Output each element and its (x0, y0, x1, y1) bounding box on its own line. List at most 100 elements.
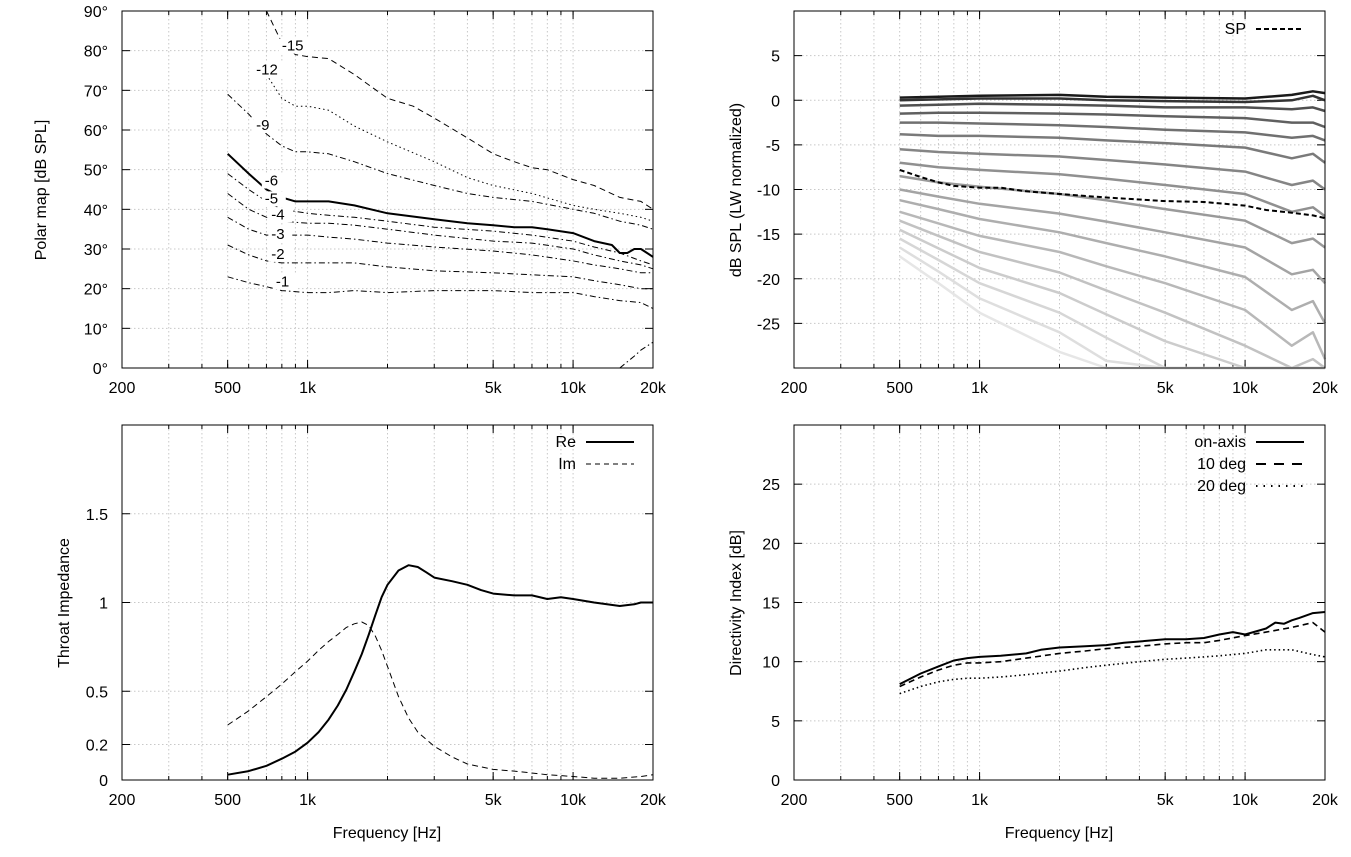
spl-frame (793, 10, 1326, 369)
spl-series-0-deg (899, 90, 1326, 100)
polar-ytick-label: 50° (84, 163, 108, 180)
polar-ytick-label: 90° (84, 4, 108, 21)
spl-ytick-label: -25 (757, 316, 780, 333)
impedance-frame (121, 424, 654, 781)
spl-series-20-deg (899, 102, 1326, 113)
polar-map-frame (121, 10, 654, 369)
impedance-xtick-label: 20k (640, 792, 667, 809)
polar-map-ylabel: Polar map [dB SPL] (33, 120, 50, 261)
impedance-ytick-label: 0.5 (86, 684, 108, 701)
polar-ytick-label: 30° (84, 242, 108, 259)
impedance-ytick-label: 1.5 (86, 507, 108, 524)
polar-ytick-label: 70° (84, 83, 108, 100)
polar-ytick-label: 0° (93, 361, 108, 378)
spl-series-120-deg (899, 219, 1326, 370)
spl-ylabel: dB SPL (LW normalized) (728, 103, 745, 277)
polar-series-9 (227, 93, 654, 230)
polar-xtick-label: 500 (214, 380, 241, 397)
spl-series-70-deg (899, 161, 1326, 218)
polar-xtick-label: 5k (485, 380, 503, 397)
directivity-ytick-label: 0 (771, 773, 780, 790)
impedance-ylabel: Throat Impedance (56, 538, 73, 668)
spl-ytick-label: -20 (757, 272, 780, 289)
directivity-ytick-label: 15 (762, 596, 780, 613)
impedance-xtick-label: 200 (109, 792, 136, 809)
impedance-xlabel: Frequency [Hz] (333, 825, 441, 842)
directivity-series-on-axis (899, 611, 1326, 685)
polar-series-15 (266, 10, 654, 210)
polar-map-contour-labels: -15-12 -9 -6-5-4 -3 -2 -1 (253, 38, 312, 291)
polar-xtick-label: 200 (109, 380, 136, 397)
contour-label: -15 (282, 38, 304, 55)
directivity-xtick-label: 10k (1232, 792, 1259, 809)
polar-xtick-label: 20k (640, 380, 667, 397)
impedance-series-re (227, 564, 653, 776)
impedance-xtick-label: 1k (299, 792, 317, 809)
impedance-legend-re-label: Re (556, 434, 577, 451)
contour-label-bg (278, 38, 312, 54)
polar-ytick-label: 60° (84, 123, 108, 140)
polar-map-grid (122, 11, 653, 368)
directivity-ytick-label: 5 (771, 714, 780, 731)
directivity-frame (793, 424, 1326, 781)
spl-ytick-label: -15 (757, 227, 780, 244)
spl-legend-sp-label: SP (1225, 21, 1246, 38)
directivity-ylabel: Directivity Index [dB] (728, 530, 745, 676)
directivity-xtick-label: 20k (1312, 792, 1339, 809)
impedance-xtick-label: 5k (485, 792, 503, 809)
contour-label: -6 (265, 173, 278, 190)
spl-xtick-label: 5k (1157, 380, 1175, 397)
impedance-xtick-label: 500 (214, 792, 241, 809)
impedance-panel: 200 500 1k 5k 10k 20k 0 0.2 0.5 1 1.5 Throat Imped… (56, 424, 667, 842)
polar-series-12 (266, 74, 654, 222)
directivity-legend-onaxis-label: on-axis (1194, 434, 1246, 451)
impedance-ytick-label: 0.2 (86, 738, 108, 755)
directivity-panel: 200 500 1k 5k 10k 20k 0 5 10 15 20 25 Directivity I… (728, 424, 1339, 842)
polar-ytick-label: 80° (84, 44, 108, 61)
polar-series-1 (227, 276, 654, 309)
contour-label-bg (253, 62, 287, 78)
spl-series-40-deg (899, 121, 1326, 142)
impedance-ticks: 200 500 1k 5k 10k 20k 0 0.2 0.5 1 1.5 (86, 425, 667, 809)
contour-label-bg (268, 207, 293, 223)
impedance-series (227, 564, 654, 779)
polar-ytick-label: 20° (84, 282, 108, 299)
directivity-xlabel: Frequency [Hz] (1005, 825, 1113, 842)
spl-xtick-label: 1k (971, 380, 989, 397)
spl-series-30-deg (899, 111, 1326, 129)
spl-ytick-label: -10 (757, 183, 780, 200)
spl-panel: 200 500 1k 5k 10k 20k -25 -20 -15 -10 -5 0 5 dB SPL … (728, 10, 1339, 397)
directivity-xtick-label: 500 (886, 792, 913, 809)
directivity-xtick-label: 200 (781, 792, 808, 809)
contour-label-bg (272, 274, 297, 290)
polar-xtick-label: 10k (560, 380, 587, 397)
impedance-grid (122, 425, 653, 780)
contour-label: -4 (271, 206, 284, 223)
directivity-ytick-label: 25 (762, 477, 780, 494)
polar-series-4 (227, 193, 654, 270)
contour-label: -2 (271, 246, 284, 263)
polar-series-6 (227, 153, 654, 258)
spl-grid (794, 11, 1325, 368)
impedance-legend: Re Im (556, 434, 634, 473)
spl-series-60-deg (899, 148, 1326, 191)
spl-series-80-deg (899, 174, 1326, 249)
spl-series-110-deg (899, 210, 1327, 360)
polar-ytick-label: 10° (84, 321, 108, 338)
spl-series-100-deg (899, 198, 1327, 324)
directivity-legend-20deg-label: 20 deg (1197, 478, 1246, 495)
contour-label: -1 (276, 274, 289, 291)
directivity-xtick-label: 5k (1157, 792, 1175, 809)
contour-label-bg (261, 191, 286, 207)
spl-series-10-deg (899, 94, 1326, 104)
contour-label-bg (268, 246, 293, 262)
contour-label-bg (261, 173, 286, 189)
contour-label: -12 (256, 61, 278, 78)
contour-label-bg (253, 118, 278, 133)
contour-label-bg (268, 227, 293, 243)
directivity-series-10-deg (899, 621, 1326, 688)
spl-ytick-label: 0 (771, 93, 780, 110)
polar-map-panel: 200 500 1k 5k 10k 20k 0° 10° 20° 30° 40° 50° 60° 70° 8… (33, 4, 667, 397)
